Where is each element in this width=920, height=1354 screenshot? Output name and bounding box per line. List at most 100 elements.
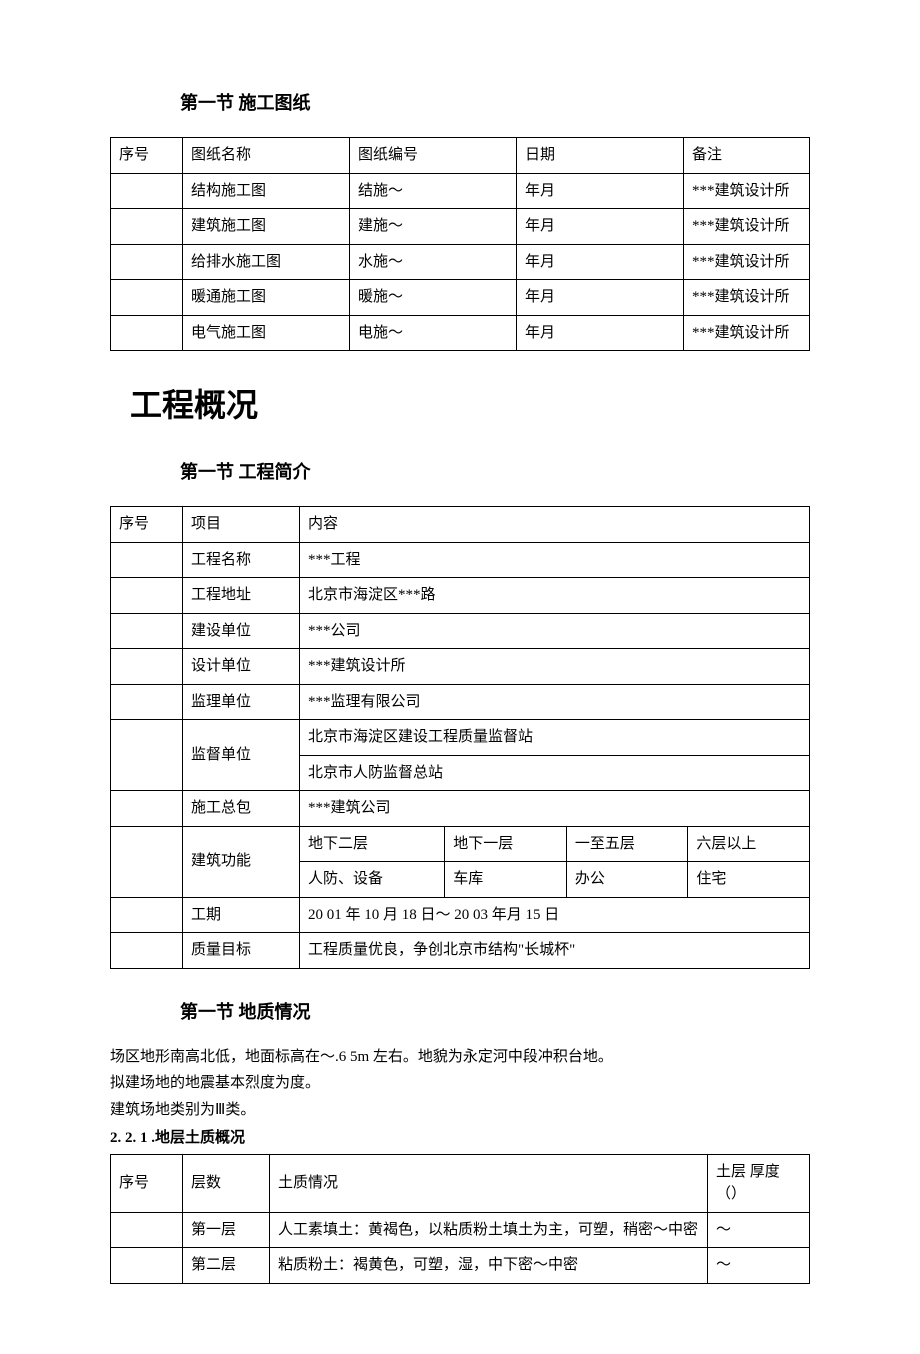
cell: 结施～: [350, 173, 517, 209]
cell: 建筑施工图: [183, 209, 350, 245]
table-row: 给排水施工图 水施～ 年月 ***建筑设计所: [111, 244, 810, 280]
cell: [111, 1248, 183, 1284]
cell: 工程质量优良，争创北京市结构"长城杯": [300, 933, 810, 969]
table-row: 施工总包 ***建筑公司: [111, 791, 810, 827]
subheading: 2. 2. 1 .地层土质概况: [110, 1127, 810, 1150]
cell: [111, 542, 183, 578]
cell: [111, 244, 183, 280]
cell: 监理单位: [183, 684, 300, 720]
cell: 年月: [517, 315, 684, 351]
cell: 人工素填土：黄褐色，以粘质粉土填土为主，可塑，稍密～中密: [270, 1212, 708, 1248]
cell: 车库: [445, 862, 567, 898]
cell: 北京市海淀区***路: [300, 578, 810, 614]
header-cell: 序号: [111, 507, 183, 543]
cell: 电气施工图: [183, 315, 350, 351]
cell: [111, 209, 183, 245]
cell: 办公: [566, 862, 688, 898]
cell: ***公司: [300, 613, 810, 649]
table-row: 结构施工图 结施～ 年月 ***建筑设计所: [111, 173, 810, 209]
cell: [111, 280, 183, 316]
cell: 北京市人防监督总站: [300, 755, 810, 791]
cell: 一至五层: [566, 826, 688, 862]
table-row: 设计单位 ***建筑设计所: [111, 649, 810, 685]
table-header-row: 序号 项目 内容: [111, 507, 810, 543]
cell: [111, 826, 183, 897]
cell: 北京市海淀区建设工程质量监督站: [300, 720, 810, 756]
table-row: 监督单位 北京市海淀区建设工程质量监督站: [111, 720, 810, 756]
paragraph: 场区地形南高北低，地面标高在～.6 5m 左右。地貌为永定河中段冲积台地。: [110, 1046, 810, 1069]
main-heading: 工程概况: [130, 381, 810, 429]
cell: 年月: [517, 173, 684, 209]
cell: 第一层: [183, 1212, 270, 1248]
table-row: 工期 20 01 年 10 月 18 日～ 20 03 年月 15 日: [111, 897, 810, 933]
cell: 工程名称: [183, 542, 300, 578]
cell: 人防、设备: [300, 862, 445, 898]
cell: 水施～: [350, 244, 517, 280]
header-cell: 序号: [111, 138, 183, 174]
table-row: 建筑施工图 建施～ 年月 ***建筑设计所: [111, 209, 810, 245]
cell: [111, 173, 183, 209]
cell: [111, 684, 183, 720]
cell: 结构施工图: [183, 173, 350, 209]
header-cell: 日期: [517, 138, 684, 174]
project-intro-table: 序号 项目 内容 工程名称 ***工程 工程地址 北京市海淀区***路 建设单位…: [110, 506, 810, 969]
cell: ～: [708, 1248, 810, 1284]
cell: 20 01 年 10 月 18 日～ 20 03 年月 15 日: [300, 897, 810, 933]
header-cell: 备注: [684, 138, 810, 174]
header-cell: 土层 厚度（）: [708, 1154, 810, 1212]
cell: 六层以上: [688, 826, 810, 862]
geology-table: 序号 层数 土质情况 土层 厚度（） 第一层 人工素填土：黄褐色，以粘质粉土填土…: [110, 1154, 810, 1284]
cell: ***建筑公司: [300, 791, 810, 827]
cell: [111, 613, 183, 649]
cell: 电施～: [350, 315, 517, 351]
cell: ***建筑设计所: [684, 244, 810, 280]
table-row: 质量目标 工程质量优良，争创北京市结构"长城杯": [111, 933, 810, 969]
cell: [111, 897, 183, 933]
cell: 建筑功能: [183, 826, 300, 897]
cell: 设计单位: [183, 649, 300, 685]
cell: ***建筑设计所: [684, 315, 810, 351]
paragraph: 拟建场地的地震基本烈度为度。: [110, 1072, 810, 1095]
cell: 监督单位: [183, 720, 300, 791]
header-cell: 层数: [183, 1154, 270, 1212]
cell: 年月: [517, 280, 684, 316]
paragraph: 建筑场地类别为Ⅲ类。: [110, 1099, 810, 1122]
header-cell: 图纸名称: [183, 138, 350, 174]
cell: 暖通施工图: [183, 280, 350, 316]
cell: 建设单位: [183, 613, 300, 649]
cell: ***建筑设计所: [684, 209, 810, 245]
cell: ***建筑设计所: [300, 649, 810, 685]
cell: 年月: [517, 209, 684, 245]
cell: 地下一层: [445, 826, 567, 862]
cell: 给排水施工图: [183, 244, 350, 280]
header-cell: 内容: [300, 507, 810, 543]
cell: ***工程: [300, 542, 810, 578]
header-cell: 序号: [111, 1154, 183, 1212]
cell: 住宅: [688, 862, 810, 898]
table-row: 第一层 人工素填土：黄褐色，以粘质粉土填土为主，可塑，稍密～中密 ～: [111, 1212, 810, 1248]
cell: ***监理有限公司: [300, 684, 810, 720]
cell: [111, 315, 183, 351]
table-row: 建设单位 ***公司: [111, 613, 810, 649]
cell: [111, 720, 183, 791]
table-row: 电气施工图 电施～ 年月 ***建筑设计所: [111, 315, 810, 351]
table-row: 工程名称 ***工程: [111, 542, 810, 578]
cell: [111, 791, 183, 827]
cell: 质量目标: [183, 933, 300, 969]
drawings-table: 序号 图纸名称 图纸编号 日期 备注 结构施工图 结施～ 年月 ***建筑设计所…: [110, 137, 810, 351]
cell: 工程地址: [183, 578, 300, 614]
table-row: 工程地址 北京市海淀区***路: [111, 578, 810, 614]
header-cell: 图纸编号: [350, 138, 517, 174]
cell: [111, 933, 183, 969]
header-cell: 项目: [183, 507, 300, 543]
cell: ***建筑设计所: [684, 280, 810, 316]
cell: 年月: [517, 244, 684, 280]
table-header-row: 序号 图纸名称 图纸编号 日期 备注: [111, 138, 810, 174]
cell: ***建筑设计所: [684, 173, 810, 209]
cell: ～: [708, 1212, 810, 1248]
cell: [111, 1212, 183, 1248]
cell: 施工总包: [183, 791, 300, 827]
table-row: 第二层 粘质粉土：褐黄色，可塑，湿，中下密～中密 ～: [111, 1248, 810, 1284]
table-header-row: 序号 层数 土质情况 土层 厚度（）: [111, 1154, 810, 1212]
section-heading-geology: 第一节 地质情况: [180, 999, 810, 1026]
